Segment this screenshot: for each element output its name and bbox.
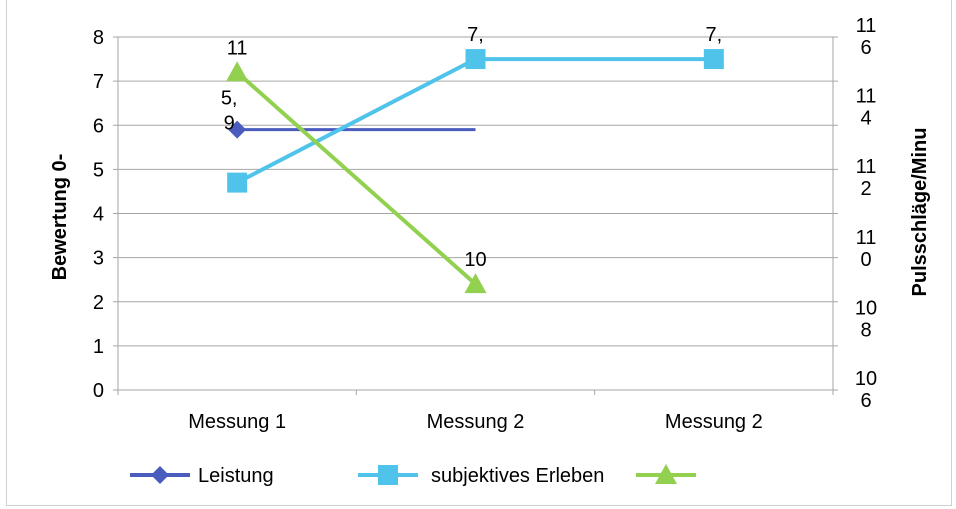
series-group xyxy=(226,49,724,294)
y-left-axis-title: Bewertung 0- xyxy=(49,154,71,281)
data-label: 11 xyxy=(227,37,248,59)
y-left-tick-label: 4 xyxy=(93,204,104,226)
legend: Leistung subjektives Erleben xyxy=(130,464,696,487)
data-point-2 xyxy=(465,49,486,70)
x-axis-ticks: Messung 1 Messung 2 Messung 2 xyxy=(188,411,763,433)
y-left-tick-label: 0 xyxy=(93,380,104,402)
legend-marker-1 xyxy=(151,466,169,484)
y-right-tick-label: 6 xyxy=(860,390,871,412)
legend-label-2: subjektives Erleben xyxy=(431,465,604,487)
data-label: 9 xyxy=(224,113,235,135)
y-right-tick-label: 11 xyxy=(856,86,877,108)
data-point-2 xyxy=(703,49,724,70)
data-point-1 xyxy=(228,120,247,139)
data-label: 5, xyxy=(221,88,238,110)
y-right-tick-label: 11 xyxy=(856,227,877,249)
axes xyxy=(113,36,838,395)
legend-marker-2 xyxy=(378,465,398,485)
data-label: 7, xyxy=(467,24,484,46)
data-point-3 xyxy=(226,61,249,82)
chart-frame xyxy=(6,0,952,506)
y-left-tick-label: 8 xyxy=(93,27,104,49)
data-label: 10 xyxy=(464,249,486,271)
series-line-3 xyxy=(235,70,477,286)
y-right-tick-label: 11 xyxy=(856,156,877,178)
y-left-tick-label: 2 xyxy=(93,292,104,314)
data-point-2 xyxy=(227,172,248,193)
x-tick-label: Messung 1 xyxy=(188,411,286,433)
legend-marker-3 xyxy=(655,464,677,484)
data-labels: 5, 9 7, 7, 11 10 xyxy=(221,24,722,271)
y-right-tick-label: 2 xyxy=(860,178,871,200)
y-left-tick-label: 6 xyxy=(93,115,104,137)
y-right-tick-label: 10 xyxy=(855,368,877,390)
left-axis-ticks: 0 1 2 3 4 5 6 7 8 xyxy=(93,27,104,402)
x-tick-label: Messung 2 xyxy=(427,411,525,433)
data-label: 7, xyxy=(705,24,722,46)
y-right-tick-label: 0 xyxy=(860,249,871,271)
y-right-tick-label: 11 xyxy=(856,15,877,37)
y-left-tick-label: 3 xyxy=(93,248,104,270)
y-right-tick-label: 6 xyxy=(860,37,871,59)
y-left-tick-label: 1 xyxy=(93,336,104,358)
y-left-tick-label: 5 xyxy=(93,159,104,181)
x-tick-label: Messung 2 xyxy=(665,411,763,433)
y-right-tick-label: 10 xyxy=(855,297,877,319)
legend-label-1: Leistung xyxy=(198,465,274,487)
y-right-tick-label: 8 xyxy=(860,319,871,341)
series-line-2 xyxy=(236,57,714,185)
y-left-tick-label: 7 xyxy=(93,71,104,93)
y-right-tick-label: 4 xyxy=(860,108,871,130)
y-right-axis-title: Pulsschläge/Minu xyxy=(909,128,931,297)
data-point-3 xyxy=(464,273,487,294)
